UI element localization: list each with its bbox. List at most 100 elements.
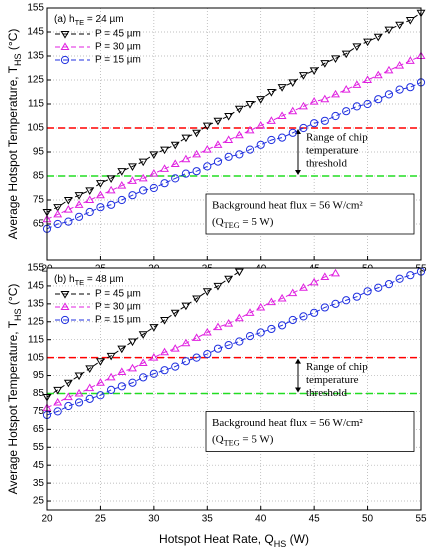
marker [117, 382, 126, 391]
y-tick-label: 105 [27, 123, 44, 134]
marker [406, 83, 415, 92]
marker [342, 107, 351, 116]
marker [331, 111, 340, 121]
marker [138, 331, 148, 339]
annotation-box [205, 193, 415, 235]
marker [95, 378, 105, 386]
y-tick-label: 45 [33, 460, 45, 471]
marker [107, 385, 116, 394]
marker [149, 324, 159, 332]
marker [310, 119, 319, 128]
box-text: (QTEG = 5 W) [212, 216, 274, 231]
marker [117, 168, 127, 176]
marker [224, 275, 234, 284]
marker [160, 366, 169, 375]
panel-label-part: (a) h [54, 14, 75, 25]
marker [406, 271, 415, 280]
y-tick-label: 55 [33, 442, 45, 453]
marker [224, 135, 234, 144]
marker [171, 362, 180, 371]
marker [74, 192, 84, 200]
y-tick-label: 155 [27, 3, 44, 14]
plot-area [47, 268, 421, 510]
marker [384, 65, 394, 74]
marker [320, 272, 330, 280]
marker [342, 296, 351, 305]
y-axis-label-part: HS [13, 53, 23, 66]
marker [149, 183, 158, 193]
marker [74, 200, 84, 208]
y-tick-label: 95 [33, 147, 45, 158]
x-tick-label: 30 [148, 514, 160, 525]
legend-label: P = 45 µm [95, 29, 141, 40]
marker [288, 106, 298, 115]
marker [85, 365, 95, 373]
y-tick-label: 115 [28, 99, 44, 110]
marker [363, 99, 372, 109]
marker [170, 141, 180, 150]
box-text-part: TEG [224, 221, 240, 230]
marker [213, 322, 223, 331]
marker [331, 55, 340, 63]
marker [171, 174, 180, 183]
marker [288, 315, 297, 325]
marker [53, 219, 62, 229]
marker [374, 283, 383, 292]
marker [320, 94, 330, 103]
marker [63, 205, 73, 213]
marker [128, 191, 137, 200]
marker [288, 288, 298, 297]
marker [106, 175, 116, 183]
panel-label: (b) hTE = 48 µm [54, 274, 124, 288]
marker [374, 95, 383, 104]
marker [331, 89, 340, 98]
marker [245, 125, 255, 134]
marker [309, 277, 319, 286]
marker [256, 328, 265, 337]
marker [60, 30, 70, 39]
y-axis-label-part: Average Hotspot Temperature, T [6, 320, 20, 494]
marker [309, 97, 319, 105]
x-tick-label: 40 [255, 514, 267, 525]
marker [117, 367, 127, 375]
marker [181, 154, 191, 163]
y-axis-label-part: Average Hotspot Temperature, T [6, 65, 20, 239]
marker [106, 372, 116, 381]
y-axis-label-part: (°C) [6, 29, 20, 54]
marker [160, 179, 169, 188]
marker [74, 388, 84, 397]
y-axis-label: Average Hotspot Temperature, THS (°C) [6, 29, 23, 240]
range-text: threshold [306, 158, 347, 170]
marker [60, 315, 70, 325]
marker [235, 337, 244, 346]
panel-label-part: (b) h [54, 274, 75, 285]
marker [299, 312, 308, 321]
marker [85, 187, 95, 195]
marker [74, 212, 84, 221]
marker [320, 60, 330, 68]
marker [128, 163, 137, 171]
marker [395, 21, 405, 30]
y-tick-label: 135 [27, 298, 44, 309]
marker [138, 173, 148, 182]
marker [224, 152, 233, 161]
marker [363, 287, 372, 296]
marker [64, 217, 73, 226]
marker [85, 383, 95, 392]
marker [234, 130, 244, 139]
y-tick-label: 145 [27, 27, 44, 38]
marker [234, 105, 244, 114]
marker [277, 293, 287, 302]
box-text-part: TEG [224, 439, 240, 448]
marker [234, 313, 244, 322]
marker [203, 349, 212, 359]
marker [160, 164, 170, 172]
x-tick-label: 45 [309, 514, 321, 525]
marker [245, 145, 255, 154]
plot-frame [46, 7, 422, 261]
legend-label: P = 30 µm [95, 302, 141, 313]
marker [117, 345, 127, 354]
marker [138, 158, 148, 167]
marker [160, 347, 170, 356]
marker [213, 157, 223, 166]
